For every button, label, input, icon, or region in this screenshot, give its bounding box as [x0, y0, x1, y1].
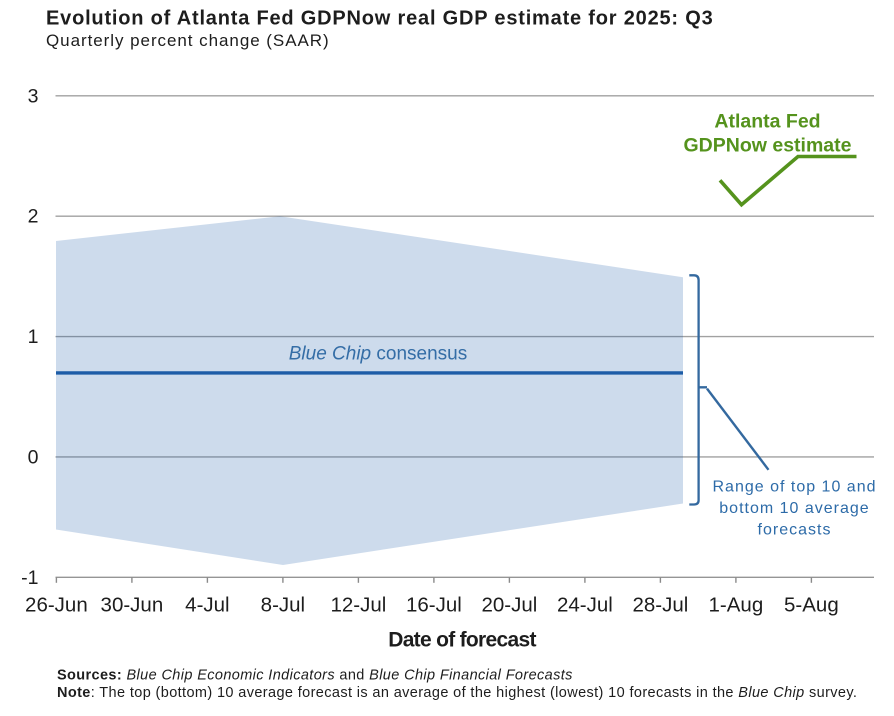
svg-text:1-Aug: 1-Aug	[709, 594, 764, 617]
svg-text:24-Jul: 24-Jul	[557, 594, 613, 617]
svg-text:Note: The top (bottom) 10 aver: Note: The top (bottom) 10 average foreca…	[57, 685, 857, 701]
svg-text:bottom 10 average: bottom 10 average	[719, 500, 869, 517]
svg-text:forecasts: forecasts	[758, 522, 832, 539]
svg-text:20-Jul: 20-Jul	[481, 594, 537, 617]
svg-text:28-Jul: 28-Jul	[632, 594, 688, 617]
svg-text:5-Aug: 5-Aug	[784, 594, 839, 617]
svg-text:Evolution of Atlanta Fed GDPNo: Evolution of Atlanta Fed GDPNow real GDP…	[46, 8, 714, 30]
svg-text:Range of top 10 and: Range of top 10 and	[712, 479, 876, 496]
svg-text:1: 1	[28, 326, 39, 348]
svg-text:26-Jun: 26-Jun	[25, 594, 88, 617]
svg-text:16-Jul: 16-Jul	[406, 594, 462, 617]
svg-text:GDPNow estimate: GDPNow estimate	[684, 135, 852, 157]
svg-text:0: 0	[28, 446, 39, 468]
svg-text:8-Jul: 8-Jul	[261, 594, 305, 617]
svg-text:3: 3	[28, 85, 39, 107]
svg-text:30-Jun: 30-Jun	[101, 594, 164, 617]
svg-text:2: 2	[28, 206, 39, 228]
svg-text:Blue Chip consensus: Blue Chip consensus	[289, 344, 468, 365]
svg-text:Atlanta Fed: Atlanta Fed	[714, 111, 820, 133]
svg-text:-1: -1	[21, 567, 38, 589]
svg-text:Date of forecast: Date of forecast	[388, 629, 536, 652]
svg-text:12-Jul: 12-Jul	[330, 594, 386, 617]
svg-text:Sources: Blue Chip Economic In: Sources: Blue Chip Economic Indicators a…	[57, 668, 573, 684]
svg-text:4-Jul: 4-Jul	[185, 594, 229, 617]
svg-text:Quarterly percent change (SAAR: Quarterly percent change (SAAR)	[46, 31, 330, 50]
